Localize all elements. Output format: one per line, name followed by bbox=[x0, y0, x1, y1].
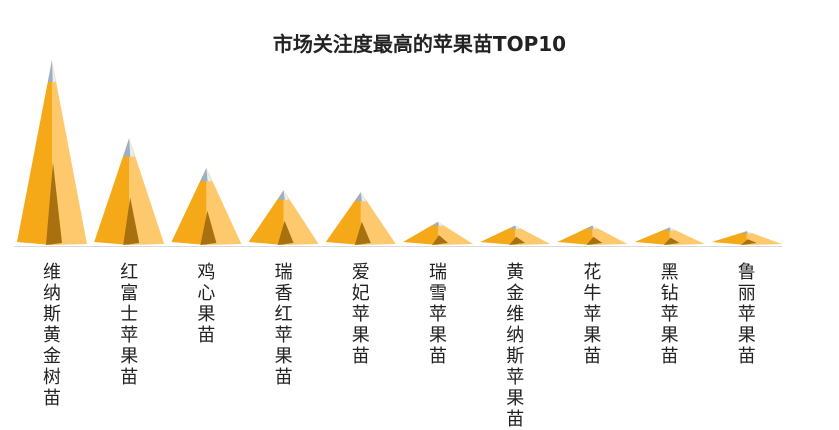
bar-left-face bbox=[248, 190, 284, 245]
bar-5 bbox=[325, 192, 396, 245]
bar-tip-highlight bbox=[206, 167, 212, 182]
bar-right-face bbox=[129, 138, 165, 245]
x-tick-label: 维纳斯黄金树苗 bbox=[43, 262, 61, 409]
bar-shadow-face bbox=[46, 162, 62, 245]
bar-3 bbox=[171, 167, 242, 245]
bar-right-face bbox=[746, 231, 782, 245]
bar-left-face bbox=[711, 231, 747, 245]
x-tick-label: 瑞雪苹果苗 bbox=[429, 262, 447, 367]
bar-right-face bbox=[52, 60, 87, 245]
bar-shadow-face bbox=[200, 210, 217, 245]
bar-9 bbox=[634, 227, 705, 245]
x-tick-label: 爱妃苹果苗 bbox=[351, 262, 370, 367]
bar-tip-highlight bbox=[438, 221, 444, 226]
bar-tip-highlight bbox=[129, 138, 135, 157]
bar-shadow-face bbox=[509, 236, 526, 245]
bar-right-face bbox=[438, 221, 473, 245]
bar-10 bbox=[711, 231, 782, 245]
bar-1 bbox=[17, 60, 87, 245]
bar-tip-highlight bbox=[669, 227, 675, 231]
bar-right-face bbox=[592, 225, 628, 245]
bar-tip bbox=[663, 227, 671, 231]
bar-tip-highlight bbox=[592, 225, 598, 229]
bar-tip bbox=[354, 192, 362, 202]
bar-shadow-face bbox=[123, 197, 140, 245]
x-tick-label: 黄金维纳斯苹果苗 bbox=[506, 262, 525, 430]
bar-tip-highlight bbox=[515, 225, 521, 229]
x-tick-label: 瑞香红苹果苗 bbox=[274, 262, 293, 388]
bar-shadow-face bbox=[740, 239, 757, 245]
bar-tip bbox=[432, 221, 440, 226]
bar-tip-highlight bbox=[746, 231, 753, 234]
bar-left-face bbox=[557, 225, 593, 245]
bar-tip bbox=[200, 167, 208, 182]
bar-8 bbox=[557, 225, 628, 245]
x-tick-label: 红富士苹果苗 bbox=[120, 262, 139, 388]
bar-4 bbox=[248, 190, 319, 245]
bar-right-face bbox=[283, 190, 319, 245]
bar-tip bbox=[123, 138, 131, 157]
bar-tip bbox=[47, 60, 53, 82]
bar-right-face bbox=[206, 167, 242, 245]
x-tick-label: 鸡心果苗 bbox=[197, 262, 216, 346]
chart-title: 市场关注度最高的苹果苗TOP10 bbox=[272, 32, 567, 56]
bar-tip-highlight bbox=[360, 192, 367, 202]
bar-right-face bbox=[669, 227, 705, 245]
bar-shadow-face bbox=[432, 235, 448, 245]
x-tick-label: 鲁丽苹果苗 bbox=[737, 262, 756, 367]
bar-left-face bbox=[325, 192, 361, 245]
bar-left-face bbox=[17, 60, 52, 245]
bar-left-face bbox=[403, 221, 438, 245]
x-tick-label: 黑钻苹果苗 bbox=[660, 262, 679, 367]
bar-tip-highlight bbox=[283, 190, 289, 200]
bar-2 bbox=[94, 138, 165, 245]
bar-shadow-face bbox=[663, 237, 680, 245]
bar-shadow-face bbox=[354, 221, 371, 245]
bar-left-face bbox=[171, 167, 207, 245]
bar-tip bbox=[277, 190, 285, 200]
x-tick-label: 花牛苹果苗 bbox=[583, 262, 602, 367]
bar-left-face bbox=[634, 227, 670, 245]
bar-left-face bbox=[480, 225, 516, 245]
bar-6 bbox=[403, 221, 473, 245]
bar-shadow-face bbox=[277, 220, 294, 245]
bar-tip bbox=[586, 225, 594, 229]
bar-tip bbox=[740, 231, 748, 234]
bar-tip-highlight bbox=[52, 60, 56, 82]
bar-right-face bbox=[360, 192, 396, 245]
bar-shadow-face bbox=[586, 236, 603, 245]
bar-left-face bbox=[94, 138, 130, 245]
bar-tip bbox=[509, 225, 517, 229]
bar-right-face bbox=[515, 225, 551, 245]
bar-7 bbox=[480, 225, 551, 245]
